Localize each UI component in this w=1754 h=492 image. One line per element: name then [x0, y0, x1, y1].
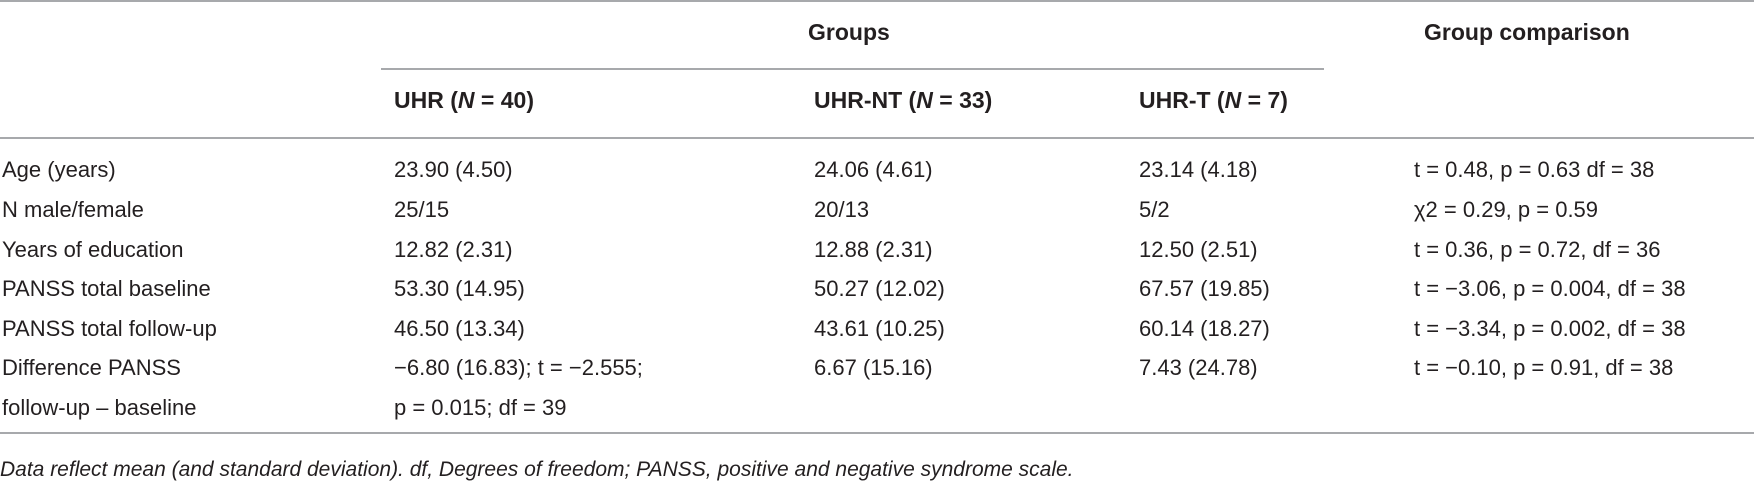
row-sex-comparison: χ2 = 0.29, p = 0.59 [1414, 197, 1599, 222]
row-age-uhrt: 23.14 (4.18) [1139, 157, 1258, 182]
row-panss-baseline-uhr: 53.30 (14.95) [394, 276, 525, 301]
row-age-uhrnt: 24.06 (4.61) [814, 157, 933, 182]
table-bottom-rule [0, 432, 1754, 434]
row-panss-baseline-label: PANSS total baseline [2, 276, 211, 301]
row-difference-uhr-line1: −6.80 (16.83); t = −2.555; [394, 355, 643, 380]
row-panss-followup-uhrnt: 43.61 (10.25) [814, 316, 945, 341]
row-education-uhr: 12.82 (2.31) [394, 237, 513, 262]
row-difference-uhr-line2: p = 0.015; df = 39 [394, 395, 567, 420]
col-uhrt-heading: UHR-T (N = 7) [1139, 87, 1288, 113]
groups-heading: Groups [808, 19, 890, 45]
row-panss-followup-comparison: t = −3.34, p = 0.002, df = 38 [1414, 316, 1686, 341]
row-education-comparison: t = 0.36, p = 0.72, df = 36 [1414, 237, 1661, 262]
groups-underline [381, 68, 1324, 70]
row-panss-followup-uhrt: 60.14 (18.27) [1139, 316, 1270, 341]
col-uhrnt-heading: UHR-NT (N = 33) [814, 87, 993, 113]
row-difference-uhrt: 7.43 (24.78) [1139, 355, 1258, 380]
row-sex-label: N male/female [2, 197, 144, 222]
row-education-label: Years of education [2, 237, 184, 262]
row-education-uhrnt: 12.88 (2.31) [814, 237, 933, 262]
row-panss-baseline-uhrt: 67.57 (19.85) [1139, 276, 1270, 301]
row-age-label: Age (years) [2, 157, 116, 182]
row-age-comparison: t = 0.48, p = 0.63 df = 38 [1414, 157, 1655, 182]
col-uhr-heading: UHR (N = 40) [394, 87, 535, 113]
row-difference-label-line2: follow-up – baseline [2, 395, 197, 420]
row-age-uhr: 23.90 (4.50) [394, 157, 513, 182]
header-bottom-rule [0, 137, 1754, 139]
row-sex-uhrt: 5/2 [1139, 197, 1170, 222]
row-panss-followup-label: PANSS total follow-up [2, 316, 217, 341]
row-sex-uhr: 25/15 [394, 197, 450, 222]
row-panss-baseline-comparison: t = −3.06, p = 0.004, df = 38 [1414, 276, 1686, 301]
row-education-uhrt: 12.50 (2.51) [1139, 237, 1258, 262]
row-panss-baseline-uhrnt: 50.27 (12.02) [814, 276, 945, 301]
row-panss-followup-uhr: 46.50 (13.34) [394, 316, 525, 341]
row-sex-uhrnt: 20/13 [814, 197, 870, 222]
row-difference-comparison: t = −0.10, p = 0.91, df = 38 [1414, 355, 1674, 380]
group-comparison-heading: Group comparison [1424, 19, 1630, 45]
row-difference-label-line1: Difference PANSS [2, 355, 181, 380]
top-rule [0, 0, 1754, 2]
row-difference-uhrnt: 6.67 (15.16) [814, 355, 933, 380]
table-footnote: Data reflect mean (and standard deviatio… [0, 458, 1074, 481]
